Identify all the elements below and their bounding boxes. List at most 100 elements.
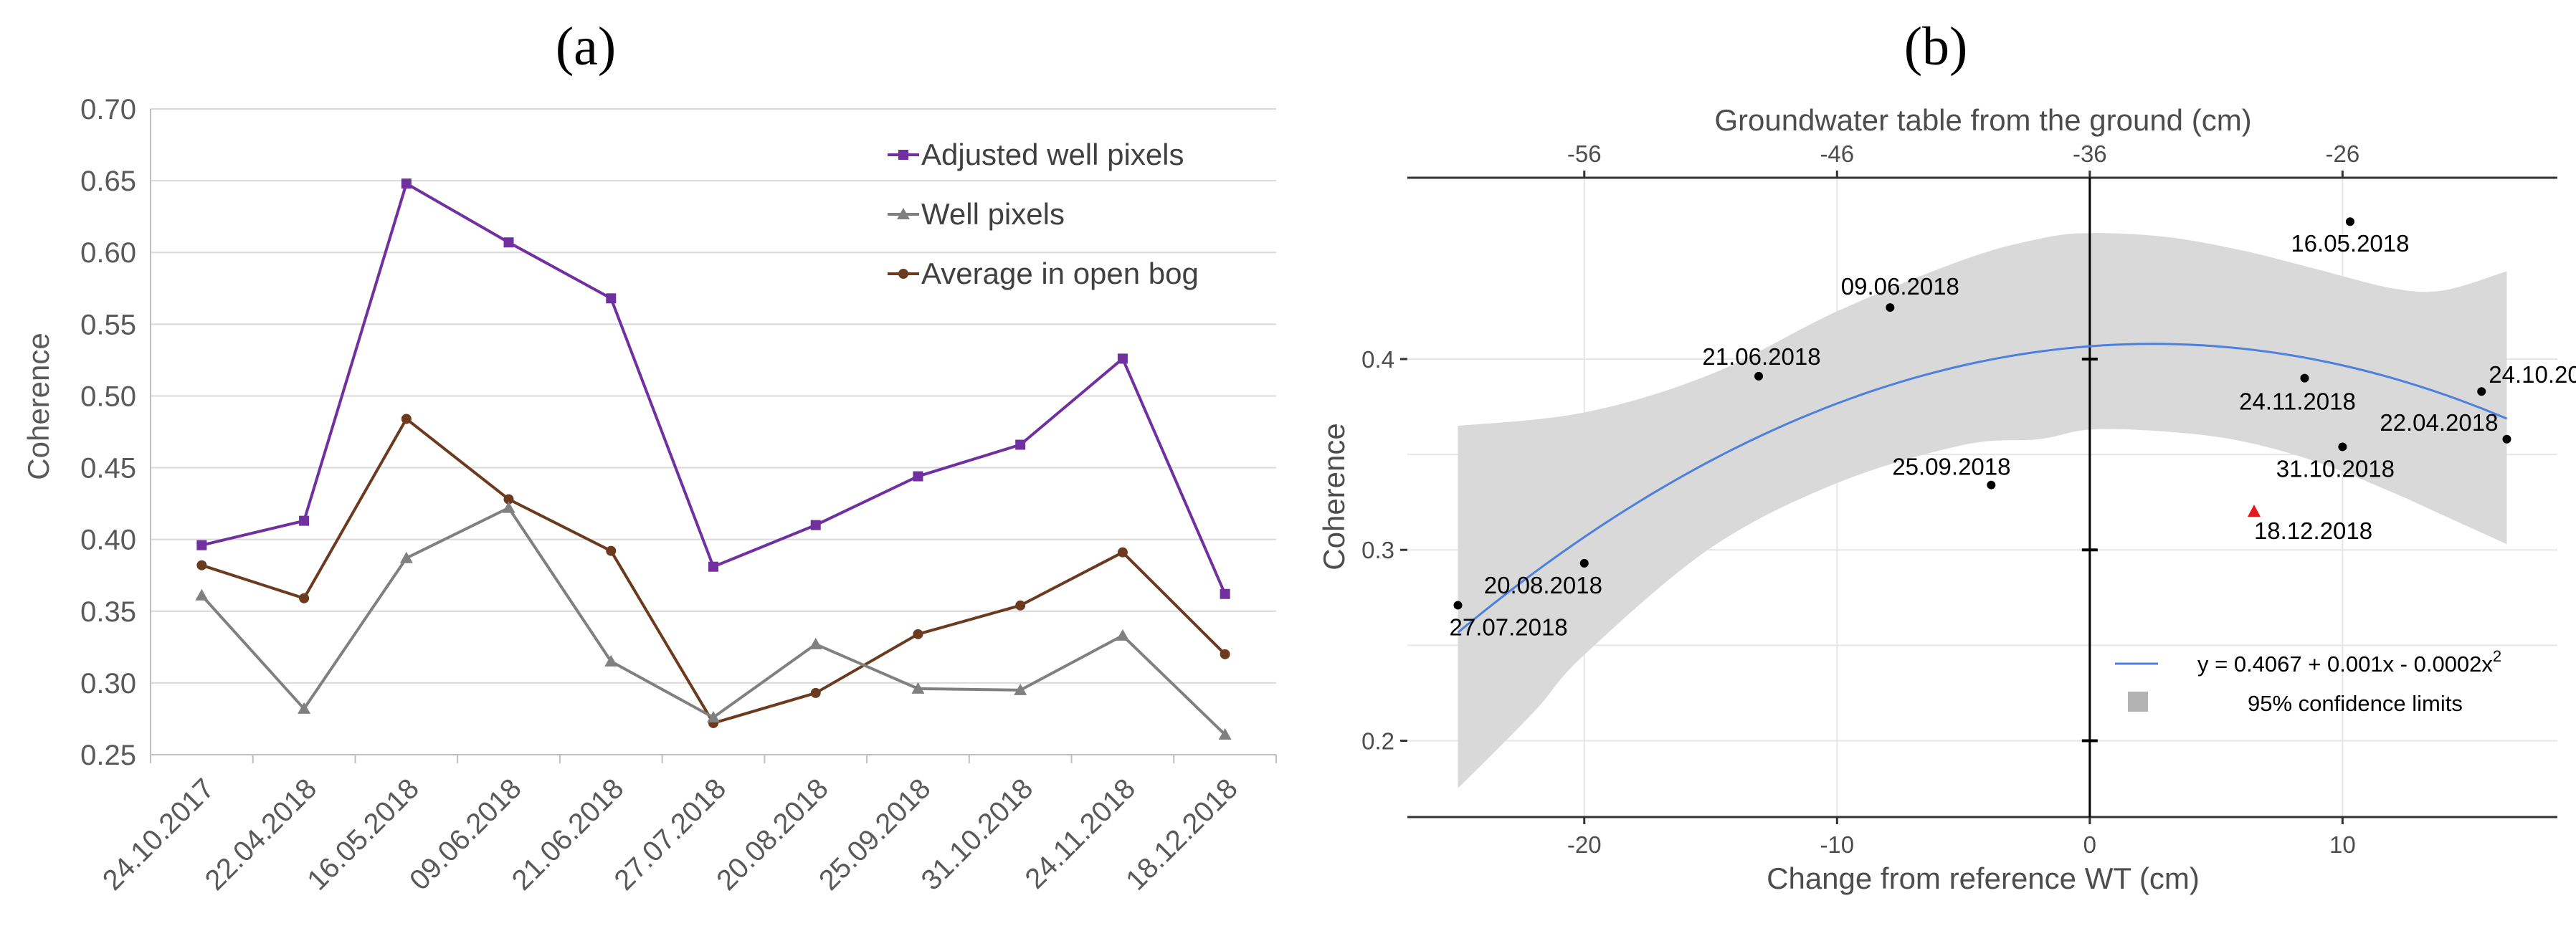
data-point: [2502, 434, 2511, 444]
point-09-06-2018: 09.06.2018: [1841, 273, 1959, 312]
panel-a-y-tick-label: 0.70: [80, 94, 136, 125]
panel-a-y-tick-label: 0.65: [80, 166, 136, 197]
data-point: [1116, 629, 1129, 641]
panel-b-x-tick-label: 0: [2083, 831, 2096, 858]
legend-marker-well-pixels: [897, 208, 910, 219]
point-27-07-2018: 27.07.2018: [1450, 601, 1568, 640]
data-point: [503, 494, 514, 505]
data-point: [1220, 649, 1230, 659]
band-legend-swatch: [2128, 692, 2148, 712]
point-25-09-2018: 25.09.2018: [1892, 454, 2011, 490]
data-point-label: 24.11.2018: [2239, 388, 2356, 415]
panel-a-y-tick-label: 0.50: [80, 381, 136, 412]
data-point: [298, 702, 311, 714]
panel-a-y-tick-label: 0.60: [80, 237, 136, 269]
panel-b-y-axis-label: Coherence: [1317, 423, 1351, 570]
confidence-band-area: [1458, 233, 2507, 789]
data-point: [707, 710, 720, 722]
panel-a-y-tick-label: 0.40: [80, 525, 136, 556]
panel-a-y-tick-label: 0.45: [80, 453, 136, 484]
data-point: [913, 629, 923, 639]
data-point: [401, 178, 412, 189]
data-point: [708, 561, 718, 572]
data-point: [1117, 353, 1128, 364]
panel-b-x-tick-label: -10: [1820, 831, 1854, 858]
data-point: [299, 515, 310, 526]
panel-b-fit-curve: [1457, 343, 2508, 634]
legend-label-adjusted-well-pixels: Adjusted well pixels: [921, 138, 1184, 171]
series-well-pixels: [195, 501, 1232, 740]
data-point: [1987, 480, 1996, 490]
panel-b-y-tick-label: 0.2: [1361, 727, 1394, 754]
panel-b-x-tick-label: -20: [1567, 831, 1602, 858]
data-point-label: 24.10.2017: [2489, 361, 2576, 388]
data-point: [502, 501, 515, 513]
panel-a-y-tick-label: 0.30: [80, 668, 136, 700]
panel-a-grid: [150, 108, 1277, 763]
panel-b-axes: 0.2 0.3 0.4 -20 -10 0 10 -56 -46 -36 -26: [1361, 140, 2557, 858]
data-point: [2345, 217, 2354, 226]
data-point-label: 16.05.2018: [2291, 230, 2409, 257]
panel-a-y-tick-label: 0.35: [80, 596, 136, 628]
point-16-05-2018: 16.05.2018: [2291, 217, 2410, 257]
data-point: [606, 545, 617, 556]
panel-b-confidence-band: [1458, 233, 2507, 789]
data-point: [1117, 547, 1128, 558]
panel-a-x-tick-label: 31.10.2018: [916, 773, 1040, 897]
panel-a-x-tick-label: 18.12.2018: [1120, 773, 1244, 897]
band-legend-label: 95% confidence limits: [2248, 691, 2463, 716]
data-point: [1754, 371, 1764, 381]
data-point-label: 22.04.2018: [2380, 409, 2498, 436]
data-point: [1220, 588, 1230, 599]
panel-b-legend: y = 0.4067 + 0.001x - 0.0002x2 95% confi…: [2115, 647, 2501, 716]
data-point: [503, 237, 514, 248]
panel-b-x-axis-label: Change from reference WT (cm): [1767, 861, 2200, 895]
panel-a-y-axis-label: Coherence: [22, 333, 55, 479]
data-point: [911, 682, 925, 694]
data-point: [2300, 373, 2309, 383]
point-20-08-2018: 20.08.2018: [1484, 558, 1602, 598]
series-adjusted-well-pixels: [196, 178, 1230, 599]
panel-a: (a) 0.25 0.30 0.35 0.40 0.45 0.50 0.55 0.60 0.65…: [22, 16, 1277, 897]
panel-b-top-tick-label: -46: [1820, 140, 1854, 167]
panel-b-top-tick-label: -36: [2073, 140, 2107, 167]
data-point: [810, 520, 821, 530]
data-point-label: 21.06.2018: [1702, 343, 1820, 370]
data-point: [1886, 303, 1895, 312]
data-point: [913, 471, 923, 482]
point-22-04-2018: 22.04.2018: [2380, 409, 2511, 444]
point-18-12-2018: 18.12.2018: [2247, 504, 2372, 544]
data-point-label: 09.06.2018: [1841, 273, 1959, 300]
fit-curve-line: [1457, 343, 2508, 634]
point-24-10-2017: 24.10.2017: [2477, 361, 2576, 396]
data-point-label: 20.08.2018: [1484, 572, 1602, 598]
data-point: [604, 654, 618, 667]
fit-legend-exponent: 2: [2493, 647, 2501, 665]
data-point: [810, 687, 821, 698]
panel-b-title: (b): [1904, 16, 1968, 77]
panel-a-title: (a): [556, 16, 616, 77]
data-point: [1014, 683, 1027, 695]
panel-a-y-tick-label: 0.55: [80, 309, 136, 340]
point-21-06-2018: 21.06.2018: [1702, 343, 1821, 381]
fit-legend-equation: y = 0.4067 + 0.001x - 0.0002x: [2197, 651, 2493, 677]
panel-b-y-tick-label: 0.3: [1361, 537, 1394, 563]
data-point-label: 18.12.2018: [2254, 517, 2372, 544]
legend-marker-average-in-open-bog: [898, 269, 908, 279]
panel-b-top-tick-label: -56: [1567, 140, 1602, 167]
panel-a-y-tick-label: 0.25: [80, 740, 136, 771]
panel-b-points: 24.10.2017 22.04.2018 16.05.2018 09.06.2018…: [1450, 217, 2576, 640]
point-24-11-2018: 24.11.2018: [2239, 373, 2356, 415]
data-point: [1015, 600, 1026, 611]
data-point: [1579, 558, 1589, 568]
panel-b-y-tick-label: 0.4: [1361, 346, 1394, 373]
panel-b-top-axis-label: Groundwater table from the ground (cm): [1714, 103, 2251, 137]
data-point: [299, 593, 310, 603]
legend-label-average-in-open-bog: Average in open bog: [921, 257, 1199, 290]
legend-marker-adjusted-well-pixels: [898, 150, 908, 160]
data-point-label: 25.09.2018: [1892, 454, 2010, 480]
panel-a-y-ticks: 0.25 0.30 0.35 0.40 0.45 0.50 0.55 0.60 0.65 0.70: [80, 94, 136, 771]
data-point-label: 31.10.2018: [2276, 455, 2395, 482]
data-point-highlight: [2247, 504, 2261, 517]
data-point: [401, 414, 412, 424]
